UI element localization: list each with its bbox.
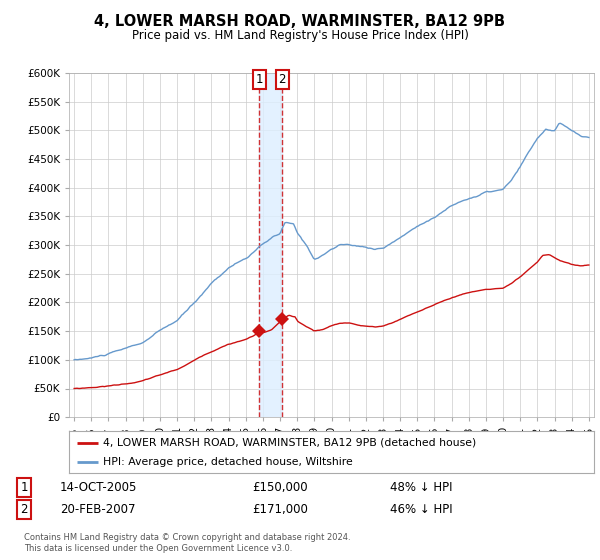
Text: 46% ↓ HPI: 46% ↓ HPI (390, 503, 452, 516)
Text: £171,000: £171,000 (252, 503, 308, 516)
Text: 48% ↓ HPI: 48% ↓ HPI (390, 480, 452, 494)
Text: 1: 1 (256, 73, 263, 86)
Text: 2: 2 (20, 503, 28, 516)
Text: 20-FEB-2007: 20-FEB-2007 (60, 503, 136, 516)
Bar (259, 73, 282, 417)
Text: HPI: Average price, detached house, Wiltshire: HPI: Average price, detached house, Wilt… (103, 457, 353, 467)
Text: 4, LOWER MARSH ROAD, WARMINSTER, BA12 9PB (detached house): 4, LOWER MARSH ROAD, WARMINSTER, BA12 9P… (103, 437, 476, 447)
Text: Contains HM Land Registry data © Crown copyright and database right 2024.
This d: Contains HM Land Registry data © Crown c… (24, 533, 350, 553)
Text: £150,000: £150,000 (252, 480, 308, 494)
Text: Price paid vs. HM Land Registry's House Price Index (HPI): Price paid vs. HM Land Registry's House … (131, 29, 469, 42)
Text: 2: 2 (278, 73, 286, 86)
Text: 1: 1 (20, 480, 28, 494)
Text: 4, LOWER MARSH ROAD, WARMINSTER, BA12 9PB: 4, LOWER MARSH ROAD, WARMINSTER, BA12 9P… (95, 14, 505, 29)
Text: 14-OCT-2005: 14-OCT-2005 (60, 480, 137, 494)
